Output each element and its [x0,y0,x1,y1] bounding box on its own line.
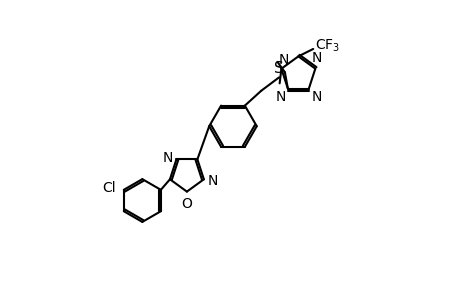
Text: N: N [275,90,286,104]
Text: N: N [311,51,321,65]
Text: O: O [181,197,192,211]
Text: S: S [274,61,283,76]
Text: N: N [162,151,173,165]
Text: N: N [278,53,288,67]
Text: Cl: Cl [101,181,115,195]
Text: N: N [207,174,217,188]
Text: CF$_3$: CF$_3$ [314,38,339,54]
Text: N: N [311,90,321,104]
